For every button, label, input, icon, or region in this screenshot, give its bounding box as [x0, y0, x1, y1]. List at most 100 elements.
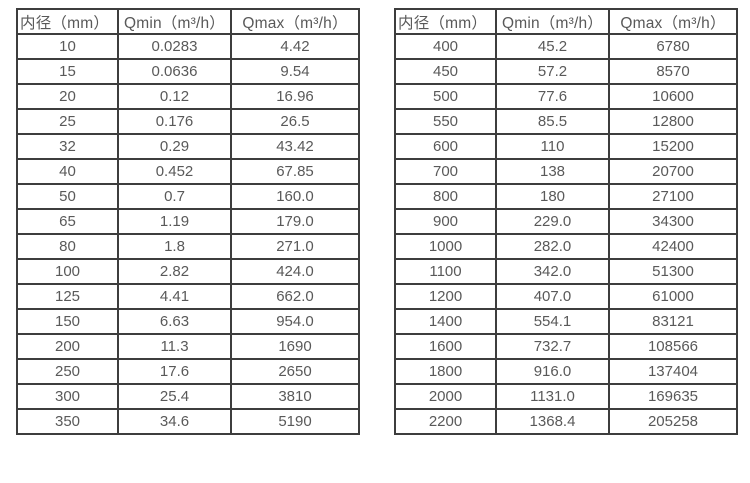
cell: 100	[16, 258, 119, 285]
cell: 200	[16, 333, 119, 360]
table-body: 10 0.0283 4.42 15 0.0636 9.54 20 0.12 16.96 25 0.1…	[16, 33, 360, 435]
cell: 342.0	[495, 258, 610, 285]
cell: 6780	[608, 33, 738, 60]
cell: 61000	[608, 283, 738, 310]
table-row: 15 0.0636 9.54	[16, 58, 360, 85]
cell: 700	[394, 158, 497, 185]
cell: 20	[16, 83, 119, 110]
cell: 2650	[230, 358, 360, 385]
table-row: 1400 554.1 83121	[394, 308, 738, 335]
cell: 1400	[394, 308, 497, 335]
table-row: 300 25.4 3810	[16, 383, 360, 410]
cell: 1368.4	[495, 408, 610, 435]
table-row: 65 1.19 179.0	[16, 208, 360, 235]
cell: 500	[394, 83, 497, 110]
table-row: 900 229.0 34300	[394, 208, 738, 235]
cell: 85.5	[495, 108, 610, 135]
cell: 0.0636	[117, 58, 232, 85]
cell: 16.96	[230, 83, 360, 110]
table-row: 150 6.63 954.0	[16, 308, 360, 335]
cell: 180	[495, 183, 610, 210]
cell: 77.6	[495, 83, 610, 110]
cell: 50	[16, 183, 119, 210]
cell: 0.12	[117, 83, 232, 110]
cell: 12800	[608, 108, 738, 135]
table-row: 2000 1131.0 169635	[394, 383, 738, 410]
table-body: 400 45.2 6780 450 57.2 8570 500 77.6 10600 550 85.…	[394, 33, 738, 435]
cell: 1000	[394, 233, 497, 260]
table-row: 400 45.2 6780	[394, 33, 738, 60]
table-row: 2200 1368.4 205258	[394, 408, 738, 435]
cell: 0.176	[117, 108, 232, 135]
cell: 2.82	[117, 258, 232, 285]
cell: 0.452	[117, 158, 232, 185]
cell: 138	[495, 158, 610, 185]
table-row: 500 77.6 10600	[394, 83, 738, 110]
table-row: 600 110 15200	[394, 133, 738, 160]
cell: 1100	[394, 258, 497, 285]
table-row: 125 4.41 662.0	[16, 283, 360, 310]
table-row: 350 34.6 5190	[16, 408, 360, 435]
cell: 3810	[230, 383, 360, 410]
cell: 26.5	[230, 108, 360, 135]
cell: 0.29	[117, 133, 232, 160]
table-row: 1600 732.7 108566	[394, 333, 738, 360]
cell: 0.0283	[117, 33, 232, 60]
cell: 662.0	[230, 283, 360, 310]
cell: 42400	[608, 233, 738, 260]
column-header: Qmax（m³/h）	[608, 8, 738, 35]
table-row: 32 0.29 43.42	[16, 133, 360, 160]
table-row: 1000 282.0 42400	[394, 233, 738, 260]
cell: 25.4	[117, 383, 232, 410]
table-row: 250 17.6 2650	[16, 358, 360, 385]
cell: 9.54	[230, 58, 360, 85]
cell: 11.3	[117, 333, 232, 360]
cell: 407.0	[495, 283, 610, 310]
cell: 150	[16, 308, 119, 335]
cell: 8570	[608, 58, 738, 85]
cell: 27100	[608, 183, 738, 210]
table-row: 20 0.12 16.96	[16, 83, 360, 110]
cell: 43.42	[230, 133, 360, 160]
column-header: Qmax（m³/h）	[230, 8, 360, 35]
cell: 40	[16, 158, 119, 185]
cell: 160.0	[230, 183, 360, 210]
cell: 4.41	[117, 283, 232, 310]
cell: 271.0	[230, 233, 360, 260]
header-row: 内径（mm） Qmin（m³/h） Qmax（m³/h）	[16, 8, 360, 35]
cell: 67.85	[230, 158, 360, 185]
column-header: Qmin（m³/h）	[117, 8, 232, 35]
table-row: 100 2.82 424.0	[16, 258, 360, 285]
table-row: 40 0.452 67.85	[16, 158, 360, 185]
cell: 550	[394, 108, 497, 135]
cell: 916.0	[495, 358, 610, 385]
cell: 17.6	[117, 358, 232, 385]
cell: 350	[16, 408, 119, 435]
cell: 20700	[608, 158, 738, 185]
cell: 282.0	[495, 233, 610, 260]
cell: 1600	[394, 333, 497, 360]
cell: 600	[394, 133, 497, 160]
table-row: 450 57.2 8570	[394, 58, 738, 85]
cell: 2000	[394, 383, 497, 410]
cell: 229.0	[495, 208, 610, 235]
table-row: 700 138 20700	[394, 158, 738, 185]
cell: 6.63	[117, 308, 232, 335]
flow-range-tables: 内径（mm） Qmin（m³/h） Qmax（m³/h） 10 0.0283 4.42 1…	[16, 8, 738, 435]
cell: 108566	[608, 333, 738, 360]
cell: 32	[16, 133, 119, 160]
cell: 800	[394, 183, 497, 210]
cell: 10	[16, 33, 119, 60]
cell: 900	[394, 208, 497, 235]
cell: 1131.0	[495, 383, 610, 410]
cell: 5190	[230, 408, 360, 435]
cell: 34300	[608, 208, 738, 235]
cell: 83121	[608, 308, 738, 335]
cell: 25	[16, 108, 119, 135]
cell: 15200	[608, 133, 738, 160]
cell: 65	[16, 208, 119, 235]
cell: 205258	[608, 408, 738, 435]
table-row: 25 0.176 26.5	[16, 108, 360, 135]
cell: 10600	[608, 83, 738, 110]
cell: 137404	[608, 358, 738, 385]
